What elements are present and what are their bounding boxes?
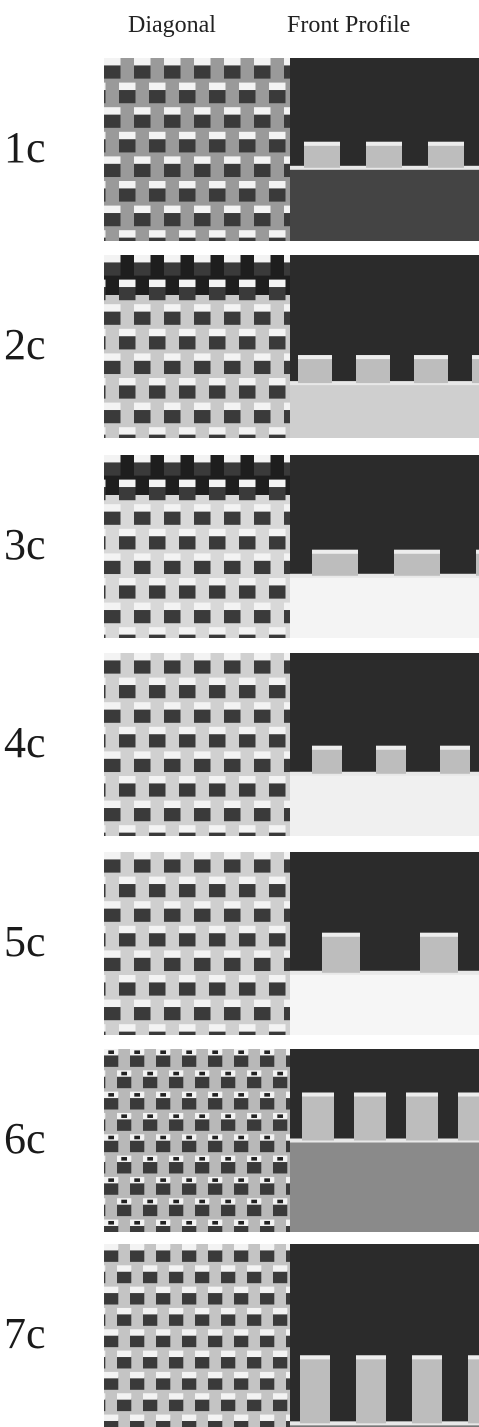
row-label: 6c <box>4 1113 46 1163</box>
diagonal-sem-image <box>104 653 290 836</box>
row-label: 3c <box>4 519 46 569</box>
diagonal-sem-image <box>104 852 290 1035</box>
front-profile-sem-image <box>290 58 479 241</box>
front-profile-sem-image <box>290 852 479 1035</box>
diagonal-sem-image <box>104 1244 290 1427</box>
row-label: 4c <box>4 717 46 767</box>
header-diagonal: Diagonal <box>128 12 216 38</box>
header-front-profile: Front Profile <box>287 12 411 38</box>
row-label: 1c <box>4 122 46 172</box>
front-profile-sem-image <box>290 455 479 638</box>
front-profile-sem-image <box>290 1244 479 1427</box>
figure-row: 3c <box>0 455 479 638</box>
front-profile-sem-image <box>290 255 479 438</box>
front-profile-sem-image <box>290 1049 479 1232</box>
row-label: 5c <box>4 916 46 966</box>
diagonal-sem-image <box>104 1049 290 1232</box>
diagonal-sem-image <box>104 255 290 438</box>
figure-row: 5c <box>0 852 479 1035</box>
figure-row: 4c <box>0 653 479 836</box>
diagonal-sem-image <box>104 58 290 241</box>
figure-row: 2c <box>0 255 479 438</box>
row-label: 2c <box>4 319 46 369</box>
diagonal-sem-image <box>104 455 290 638</box>
figure-row: 7c <box>0 1244 479 1427</box>
front-profile-sem-image <box>290 653 479 836</box>
row-label: 7c <box>4 1308 46 1358</box>
figure-row: 6c <box>0 1049 479 1232</box>
figure-row: 1c <box>0 58 479 241</box>
